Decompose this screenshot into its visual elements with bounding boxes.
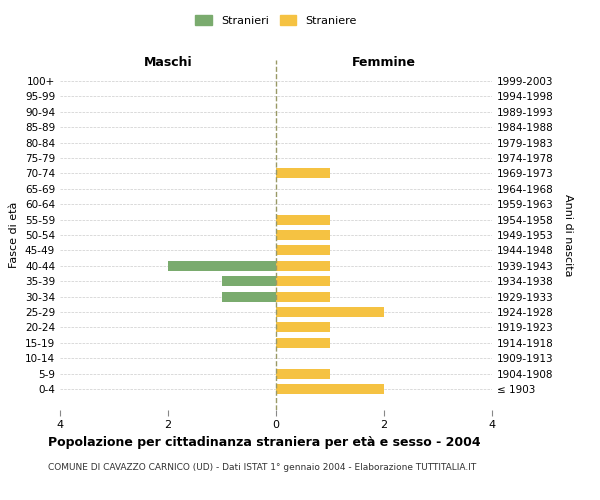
Text: Maschi: Maschi xyxy=(143,56,193,68)
Bar xyxy=(222,276,276,286)
Bar xyxy=(276,276,330,286)
Legend: Stranieri, Straniere: Stranieri, Straniere xyxy=(191,10,361,30)
Bar xyxy=(276,246,330,256)
Bar xyxy=(168,261,276,271)
Bar xyxy=(222,292,276,302)
Bar xyxy=(276,384,384,394)
Text: Popolazione per cittadinanza straniera per età e sesso - 2004: Popolazione per cittadinanza straniera p… xyxy=(48,436,481,449)
Bar xyxy=(276,230,330,240)
Y-axis label: Fasce di età: Fasce di età xyxy=(10,202,19,268)
Bar xyxy=(276,368,330,378)
Y-axis label: Anni di nascita: Anni di nascita xyxy=(563,194,573,276)
Bar xyxy=(276,307,384,317)
Bar xyxy=(276,292,330,302)
Bar xyxy=(276,168,330,178)
Bar xyxy=(276,322,330,332)
Bar xyxy=(276,261,330,271)
Text: COMUNE DI CAVAZZO CARNICO (UD) - Dati ISTAT 1° gennaio 2004 - Elaborazione TUTTI: COMUNE DI CAVAZZO CARNICO (UD) - Dati IS… xyxy=(48,463,476,472)
Text: Femmine: Femmine xyxy=(352,56,416,68)
Bar xyxy=(276,214,330,224)
Bar xyxy=(276,338,330,348)
